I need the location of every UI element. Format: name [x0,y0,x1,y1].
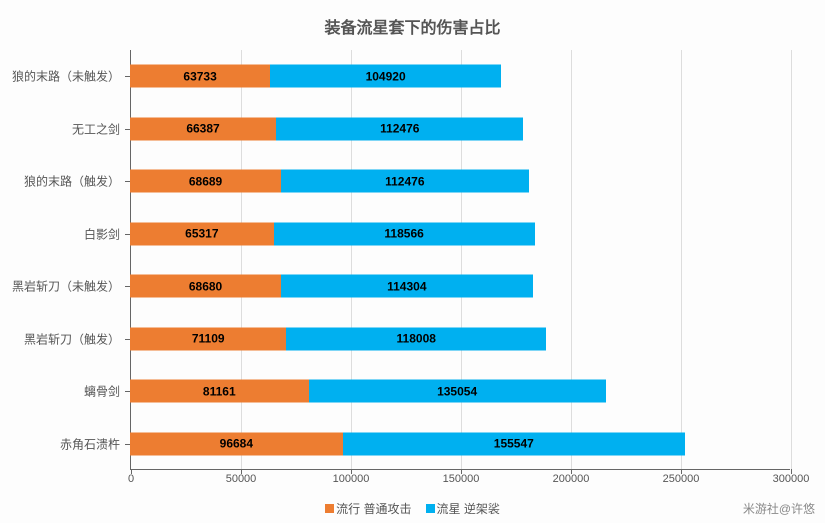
bar-segment: 118008 [286,327,546,350]
chart-title: 装备流星套下的伤害占比 [0,0,825,44]
x-tick-label: 0 [128,473,134,485]
y-axis-label: 狼的末路（未触发） [12,68,120,85]
bar-segment: 96684 [130,432,343,455]
bar-segment: 63733 [130,65,270,88]
chart-row: 螭骨剑81161135054 [130,365,790,418]
bar-segment: 71109 [130,327,286,350]
bar-stacked: 81161135054 [130,380,606,403]
bar-stacked: 68680114304 [130,275,533,298]
chart-container: 装备流星套下的伤害占比 0500001000001500002000002500… [0,0,825,523]
bar-segment: 118566 [274,222,535,245]
y-axis-label: 螭骨剑 [84,383,120,400]
bar-stacked: 71109118008 [130,327,546,350]
bar-segment: 112476 [276,117,523,140]
bar-segment: 135054 [309,380,606,403]
bar-stacked: 65317118566 [130,222,535,245]
chart-row: 狼的末路（未触发）63733104920 [130,50,790,103]
chart-row: 黑岩斩刀（触发）71109118008 [130,313,790,366]
legend-swatch [325,504,334,513]
bar-stacked: 63733104920 [130,65,501,88]
y-axis-label: 无工之剑 [72,120,120,137]
gridline [791,50,792,469]
chart-row: 赤角石溃杵96684155547 [130,418,790,471]
chart-row: 白影剑65317118566 [130,208,790,261]
legend-swatch [426,504,435,513]
x-tick-label: 50000 [226,473,257,485]
x-tick-label: 150000 [443,473,480,485]
bar-segment: 66387 [130,117,276,140]
bar-segment: 65317 [130,222,274,245]
x-tick-label: 300000 [773,473,810,485]
chart-row: 无工之剑66387112476 [130,103,790,156]
legend-label: 流星 逆架裟 [437,500,500,517]
bar-segment: 155547 [343,432,685,455]
plot-area: 050000100000150000200000250000300000 狼的末… [130,50,790,470]
bar-stacked: 66387112476 [130,117,523,140]
x-tick-label: 100000 [333,473,370,485]
y-axis-label: 黑岩斩刀（触发） [24,330,120,347]
y-axis-label: 赤角石溃杵 [60,435,120,452]
bar-segment: 68680 [130,275,281,298]
bar-segment: 104920 [270,65,501,88]
x-tick-label: 250000 [663,473,700,485]
bar-stacked: 68689112476 [130,170,529,193]
legend-item: 流星 逆架裟 [426,500,500,517]
legend: 流行 普通攻击 流星 逆架裟 [0,500,825,517]
y-axis-label: 狼的末路（触发） [24,173,120,190]
bar-segment: 112476 [281,170,528,193]
chart-row: 狼的末路（触发）68689112476 [130,155,790,208]
legend-label: 流行 普通攻击 [336,500,411,517]
bar-stacked: 96684155547 [130,432,685,455]
y-axis-label: 黑岩斩刀（未触发） [12,278,120,295]
bar-segment: 68689 [130,170,281,193]
x-tick-label: 200000 [553,473,590,485]
bar-segment: 114304 [281,275,532,298]
bar-segment: 81161 [130,380,309,403]
y-axis-label: 白影剑 [84,225,120,242]
chart-row: 黑岩斩刀（未触发）68680114304 [130,260,790,313]
legend-item: 流行 普通攻击 [325,500,411,517]
watermark: 米游社@许悠 [743,500,815,517]
